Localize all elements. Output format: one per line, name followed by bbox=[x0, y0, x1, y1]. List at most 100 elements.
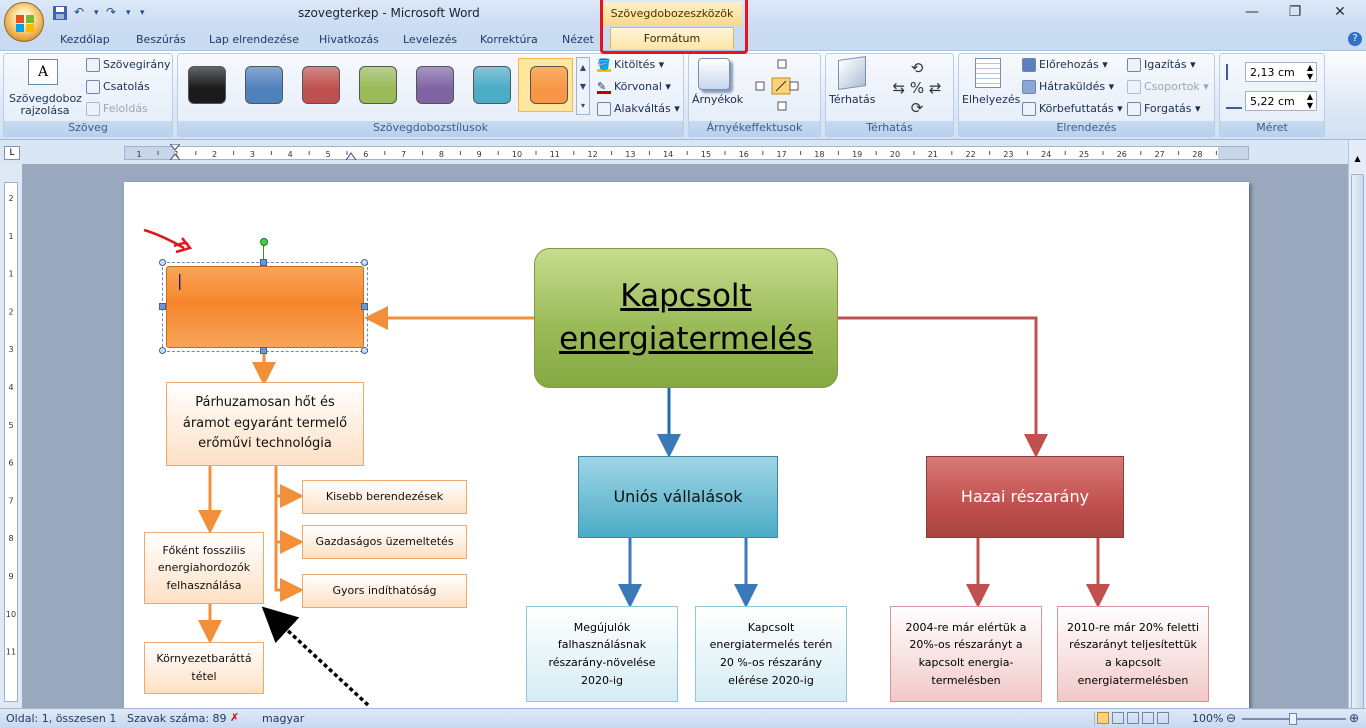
eu-item-box[interactable]: Kapcsolt energiatermelés terén 20 %-os r… bbox=[695, 606, 847, 702]
shadow-nudge-icons[interactable] bbox=[754, 58, 800, 114]
height-spinner-icon[interactable]: ▲ ▼ bbox=[1306, 63, 1313, 81]
right-indent-marker-icon[interactable] bbox=[345, 150, 357, 161]
send-back-button[interactable]: Hátraküldés ▾ bbox=[1022, 80, 1114, 94]
page-count[interactable]: Oldal: 1, összesen 1 bbox=[6, 712, 117, 725]
resize-handle[interactable] bbox=[159, 303, 166, 310]
width-field[interactable]: 5,22 cm ▲ ▼ bbox=[1245, 91, 1317, 111]
style-swatch[interactable] bbox=[302, 66, 340, 104]
heat-power-box[interactable]: Párhuzamosan hőt és áramot egyaránt term… bbox=[166, 382, 364, 466]
vruler-tick-label: 7 bbox=[8, 496, 13, 505]
zoom-in-icon[interactable]: ⊕ bbox=[1349, 711, 1360, 725]
zoom-level[interactable]: 100% bbox=[1192, 712, 1224, 725]
wrap-button[interactable]: Körbefuttatás ▾ bbox=[1022, 102, 1123, 116]
eu-commitments-box[interactable]: Uniós vállalások bbox=[578, 456, 778, 538]
tab-beszuras[interactable]: Beszúrás bbox=[136, 33, 186, 46]
tab-nezet[interactable]: Nézet bbox=[562, 33, 594, 46]
fill-button[interactable]: 🪣 Kitöltés ▾ bbox=[597, 58, 665, 72]
redo-icon[interactable]: ↷ bbox=[106, 5, 117, 19]
root-box[interactable]: Kapcsolt energiatermelés bbox=[534, 248, 838, 388]
align-button[interactable]: Igazítás ▾ bbox=[1127, 58, 1196, 72]
shadow-button[interactable]: Árnyékok bbox=[692, 93, 744, 106]
3d-tilt-icons[interactable]: ⟲ ⇆ % ⇄ ⟳ bbox=[892, 59, 942, 117]
customize-qat-icon[interactable]: ▾ bbox=[140, 8, 145, 18]
outline-button[interactable]: ✎ Körvonal ▾ bbox=[597, 80, 671, 94]
tab-korrektura[interactable]: Korrektúra bbox=[480, 33, 538, 46]
sub-item-box[interactable]: Kisebb berendezések bbox=[302, 480, 467, 514]
full-screen-icon[interactable] bbox=[1112, 712, 1124, 724]
rotation-handle-icon[interactable] bbox=[260, 238, 268, 246]
width-spinner-icon[interactable]: ▲ ▼ bbox=[1306, 92, 1313, 110]
horizontal-ruler[interactable]: 1 1 2 3 4 5 6 7 8 9 10 11 12 13 14 15 16 17 18 19 20 21 22 23 24… bbox=[124, 146, 1249, 160]
language[interactable]: magyar bbox=[262, 712, 305, 725]
tab-levelezes[interactable]: Levelezés bbox=[403, 33, 458, 46]
position-button[interactable]: Elhelyezés bbox=[962, 93, 1021, 106]
proofing-icon[interactable]: ✗ bbox=[230, 711, 240, 724]
vertical-scrollbar[interactable]: ▲ bbox=[1348, 140, 1366, 714]
view-buttons[interactable] bbox=[1094, 712, 1174, 726]
resize-handle[interactable] bbox=[159, 259, 166, 266]
undo-icon[interactable]: ↶ bbox=[74, 5, 85, 19]
outline-view-icon[interactable] bbox=[1142, 712, 1154, 724]
resize-handle[interactable] bbox=[361, 347, 368, 354]
style-swatch[interactable] bbox=[359, 66, 397, 104]
word-count[interactable]: Szavak száma: 89 bbox=[127, 712, 227, 725]
bring-front-button[interactable]: Előrehozás ▾ bbox=[1022, 58, 1108, 72]
save-icon[interactable] bbox=[52, 5, 68, 23]
scroll-thumb[interactable] bbox=[1351, 174, 1364, 714]
redo-dropdown-icon[interactable]: ▾ bbox=[126, 8, 131, 18]
tab-lap-elrendezese[interactable]: Lap elrendezése bbox=[209, 33, 299, 46]
national-item-box[interactable]: 2010-re már 20% feletti részarányt telje… bbox=[1057, 606, 1209, 702]
group-objects-button[interactable]: Csoportok ▾ bbox=[1127, 80, 1209, 94]
office-button[interactable] bbox=[4, 2, 44, 42]
rotate-button[interactable]: Forgatás ▾ bbox=[1127, 102, 1201, 116]
style-swatch[interactable] bbox=[416, 66, 454, 104]
fossil-box[interactable]: Főként fosszilis energiahordozók felhasz… bbox=[144, 532, 264, 604]
3d-button[interactable]: Térhatás bbox=[829, 93, 876, 106]
resize-handle[interactable] bbox=[159, 347, 166, 354]
resize-handle[interactable] bbox=[361, 303, 368, 310]
style-swatch[interactable] bbox=[530, 66, 568, 104]
resize-handle[interactable] bbox=[260, 259, 267, 266]
empty-orange-textbox[interactable]: | bbox=[166, 266, 364, 348]
tab-hivatkozas[interactable]: Hivatkozás bbox=[319, 33, 379, 46]
resize-handle[interactable] bbox=[260, 347, 267, 354]
vertical-ruler[interactable]: 2 1 1 2 3 4 5 6 7 8 9 10 11 bbox=[4, 182, 18, 702]
draw-textbox-button[interactable]: Szövegdoboz rajzolása bbox=[9, 92, 82, 117]
style-swatch[interactable] bbox=[245, 66, 283, 104]
change-shape-button[interactable]: Alakváltás ▾ bbox=[597, 102, 680, 116]
draft-view-icon[interactable] bbox=[1157, 712, 1169, 724]
close-button[interactable]: ✕ bbox=[1334, 4, 1346, 20]
eu-item-box[interactable]: Megújulók falhasználásnak részarány-növe… bbox=[526, 606, 678, 702]
indent-marker-icon[interactable] bbox=[168, 143, 182, 161]
link-button[interactable]: Csatolás bbox=[86, 80, 150, 94]
tab-kezdolap[interactable]: Kezdőlap bbox=[60, 33, 110, 46]
vruler-tick-label: 6 bbox=[8, 459, 13, 468]
sub-item-box[interactable]: Gazdaságos üzemeltetés bbox=[302, 525, 467, 559]
undo-dropdown-icon[interactable]: ▾ bbox=[94, 8, 99, 18]
resize-handle[interactable] bbox=[361, 259, 368, 266]
gallery-scroll[interactable]: ▲ ▼ ▾ bbox=[576, 57, 590, 115]
web-layout-icon[interactable] bbox=[1127, 712, 1139, 724]
group-label: Szöveg bbox=[4, 121, 172, 136]
scroll-up-icon[interactable]: ▲ bbox=[1354, 154, 1361, 163]
tab-formatum[interactable]: Formátum bbox=[610, 27, 734, 49]
sub-item-box[interactable]: Gyors indíthatóság bbox=[302, 574, 467, 608]
minimize-button[interactable]: — bbox=[1245, 4, 1259, 20]
ruler-tick-label: 15 bbox=[701, 150, 711, 159]
zoom-out-icon[interactable]: ⊖ bbox=[1226, 711, 1237, 725]
unlink-button[interactable]: Feloldás bbox=[86, 102, 148, 116]
eco-box[interactable]: Környezetbaráttá tétel bbox=[144, 642, 264, 694]
tab-selector-icon[interactable]: L bbox=[4, 146, 20, 160]
help-icon[interactable]: ? bbox=[1348, 32, 1362, 46]
document-page[interactable]: | Kapcsolt energiatermelés Párhuzamosan … bbox=[124, 182, 1249, 708]
restore-button[interactable]: ❐ bbox=[1288, 4, 1302, 20]
zoom-thumb[interactable] bbox=[1289, 713, 1297, 725]
print-layout-icon[interactable] bbox=[1097, 712, 1109, 724]
national-item-box[interactable]: 2004-re már elértük a 20%-os részarányt … bbox=[890, 606, 1042, 702]
height-field[interactable]: 2,13 cm ▲ ▼ bbox=[1245, 62, 1317, 82]
vruler-tick-label: 9 bbox=[8, 572, 13, 581]
style-swatch[interactable] bbox=[188, 66, 226, 104]
national-share-box[interactable]: Hazai részarány bbox=[926, 456, 1124, 538]
style-swatch[interactable] bbox=[473, 66, 511, 104]
text-direction-button[interactable]: Szövegirány bbox=[86, 58, 171, 72]
